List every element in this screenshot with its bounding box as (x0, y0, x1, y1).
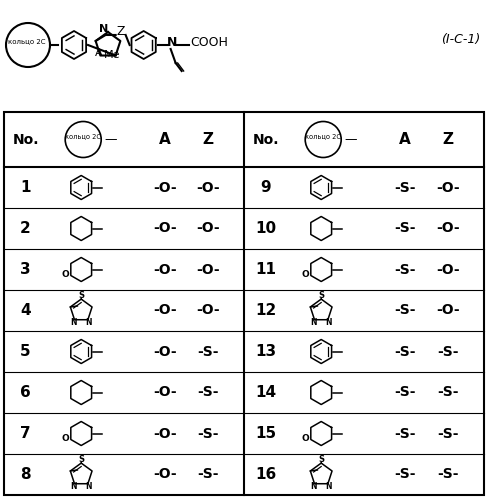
Text: N: N (70, 482, 77, 491)
Text: Z: Z (116, 26, 125, 38)
Text: -O-: -O- (436, 222, 460, 235)
Text: кольцо 2С: кольцо 2С (65, 134, 101, 140)
Text: -S-: -S- (394, 468, 416, 481)
Text: -S-: -S- (394, 222, 416, 235)
Text: -O-: -O- (153, 222, 177, 235)
Text: N: N (86, 482, 92, 491)
Text: N: N (70, 318, 77, 327)
Text: -O-: -O- (153, 386, 177, 400)
Text: -O-: -O- (196, 180, 220, 194)
Text: S: S (78, 454, 84, 464)
Text: 15: 15 (255, 426, 276, 441)
Text: -O-: -O- (436, 180, 460, 194)
Text: A: A (95, 48, 102, 58)
Text: 11: 11 (255, 262, 276, 277)
Text: 2: 2 (20, 221, 31, 236)
Text: кольцо 2С: кольцо 2С (305, 134, 341, 140)
Text: -S-: -S- (394, 262, 416, 276)
Text: Z: Z (203, 132, 214, 147)
Text: No.: No. (12, 132, 39, 146)
Text: 1: 1 (20, 180, 31, 195)
Text: O: O (301, 434, 309, 443)
Text: 8: 8 (20, 467, 31, 482)
Text: 7: 7 (20, 426, 31, 441)
Text: -O-: -O- (153, 180, 177, 194)
Text: 14: 14 (255, 385, 276, 400)
Text: -S-: -S- (394, 426, 416, 440)
Text: 10: 10 (255, 221, 276, 236)
Text: No.: No. (252, 132, 279, 146)
Text: 16: 16 (255, 467, 276, 482)
Text: S: S (318, 290, 324, 300)
Text: -S-: -S- (437, 426, 459, 440)
Text: O: O (301, 270, 309, 279)
Text: S: S (78, 290, 84, 300)
Text: N: N (310, 318, 317, 327)
Text: -S-: -S- (394, 386, 416, 400)
Text: N: N (100, 24, 109, 34)
Text: -O-: -O- (153, 468, 177, 481)
Text: O: O (61, 270, 69, 279)
Text: 3: 3 (20, 262, 31, 277)
Text: -O-: -O- (436, 304, 460, 318)
Text: 9: 9 (260, 180, 271, 195)
Text: O: O (61, 434, 69, 443)
Text: -S-: -S- (437, 468, 459, 481)
Text: -O-: -O- (153, 304, 177, 318)
Text: -S-: -S- (394, 304, 416, 318)
Text: 13: 13 (255, 344, 276, 359)
Text: 6: 6 (20, 385, 31, 400)
Text: 12: 12 (255, 303, 276, 318)
Text: 5: 5 (20, 344, 31, 359)
Text: -O-: -O- (196, 222, 220, 235)
Text: -O-: -O- (153, 344, 177, 358)
Text: -O-: -O- (153, 262, 177, 276)
Text: S: S (318, 454, 324, 464)
Text: -O-: -O- (196, 304, 220, 318)
Text: -S-: -S- (197, 426, 219, 440)
Text: N: N (310, 482, 317, 491)
Bar (4, 112, 484, 495)
Text: A: A (399, 132, 411, 147)
Text: —: — (104, 133, 117, 146)
Text: —: — (344, 133, 357, 146)
Text: N: N (86, 318, 92, 327)
Text: кольцо 2С: кольцо 2С (8, 38, 46, 44)
Text: (I-C-1): (I-C-1) (441, 34, 480, 46)
Text: COOH: COOH (191, 36, 228, 50)
Text: -S-: -S- (437, 386, 459, 400)
Text: -S-: -S- (197, 468, 219, 481)
Text: -S-: -S- (197, 344, 219, 358)
Text: N: N (166, 36, 177, 50)
Text: -S-: -S- (394, 180, 416, 194)
Text: -S-: -S- (394, 344, 416, 358)
Text: -S-: -S- (437, 344, 459, 358)
Text: -O-: -O- (153, 426, 177, 440)
Text: 4: 4 (20, 303, 31, 318)
Text: Me: Me (103, 50, 120, 60)
Text: N: N (325, 318, 332, 327)
Text: A: A (159, 132, 171, 147)
Text: N: N (325, 482, 332, 491)
Text: -O-: -O- (436, 262, 460, 276)
Text: Z: Z (443, 132, 453, 147)
Text: -S-: -S- (197, 386, 219, 400)
Text: -O-: -O- (196, 262, 220, 276)
